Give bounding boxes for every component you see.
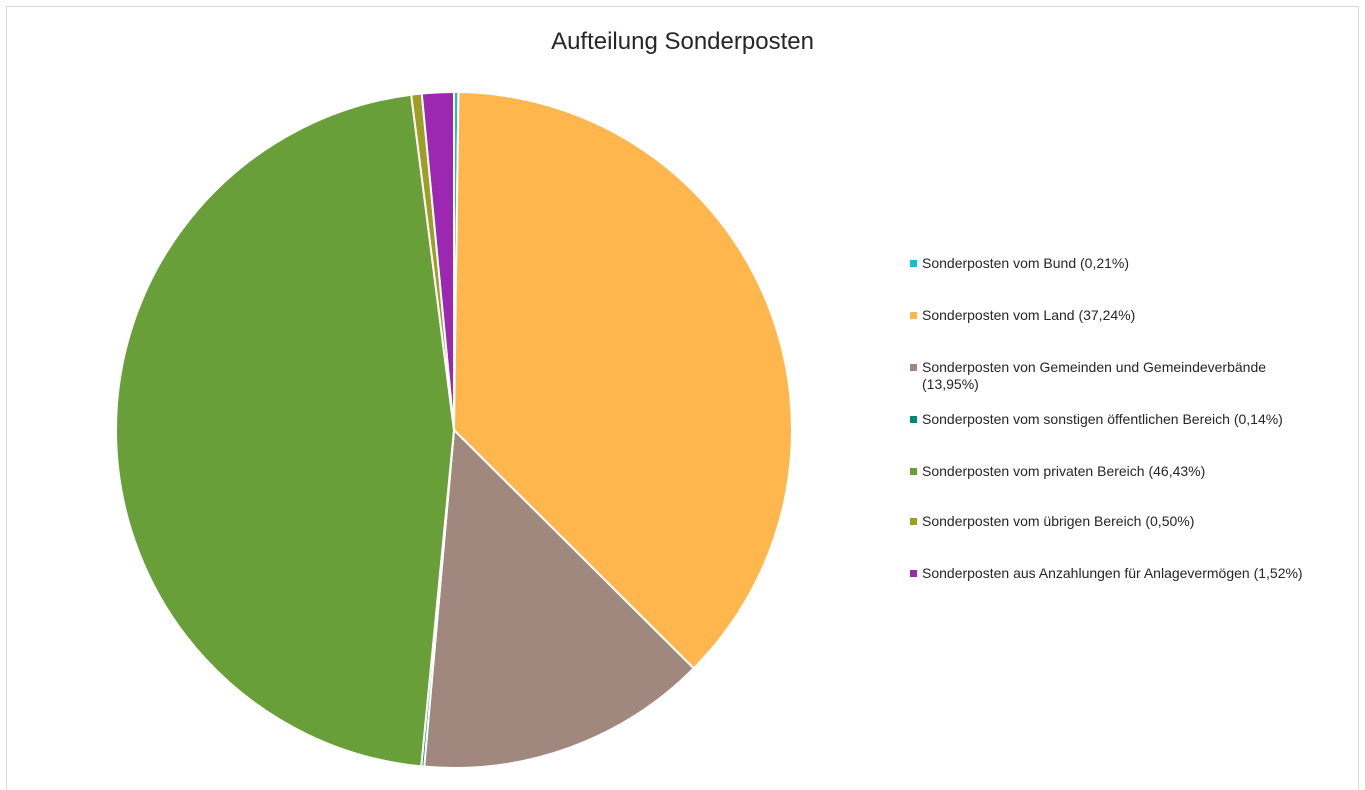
- chart-title: Aufteilung Sonderposten: [551, 28, 814, 55]
- legend-swatch-2: [910, 364, 917, 371]
- legend-label-0: Sonderposten vom Bund (0,21%): [922, 255, 1130, 271]
- legend-item-1: Sonderposten vom Land (37,24%): [910, 307, 1350, 324]
- legend-label-1: Sonderposten vom Land (37,24%): [922, 307, 1136, 323]
- legend-swatch-3: [910, 416, 917, 423]
- legend-swatch-6: [910, 570, 917, 577]
- pie-slice-1: [453, 91, 793, 670]
- legend-item-6: Sonderposten aus Anzahlungen für Anlagev…: [910, 565, 1350, 582]
- pie-slice-4: [115, 93, 455, 768]
- pie-slice-6: [420, 91, 455, 431]
- legend-swatch-5: [910, 518, 917, 525]
- legend-item-4: Sonderposten vom privaten Bereich (46,43…: [910, 463, 1350, 480]
- legend-item-0: Sonderposten vom Bund (0,21%): [910, 255, 1350, 272]
- legend-label-2: Sonderposten von Gemeinden und Gemeindev…: [922, 359, 1267, 392]
- legend-item-3: Sonderposten vom sonstigen öffentlichen …: [910, 411, 1350, 428]
- legend-swatch-4: [910, 468, 917, 475]
- legend-swatch-0: [910, 260, 917, 267]
- legend-label-6: Sonderposten aus Anzahlungen für Anlagev…: [922, 565, 1303, 581]
- legend-swatch-1: [910, 312, 917, 319]
- legend-item-5: Sonderposten vom übrigen Bereich (0,50%): [910, 513, 1350, 530]
- legend-label-3: Sonderposten vom sonstigen öffentlichen …: [922, 411, 1283, 427]
- legend-label-5: Sonderposten vom übrigen Bereich (0,50%): [922, 513, 1195, 529]
- legend-item-2: Sonderposten von Gemeinden und Gemeindev…: [910, 359, 1350, 393]
- pie-slice-2: [423, 429, 695, 769]
- legend-label-4: Sonderposten vom privaten Bereich (46,43…: [922, 463, 1206, 479]
